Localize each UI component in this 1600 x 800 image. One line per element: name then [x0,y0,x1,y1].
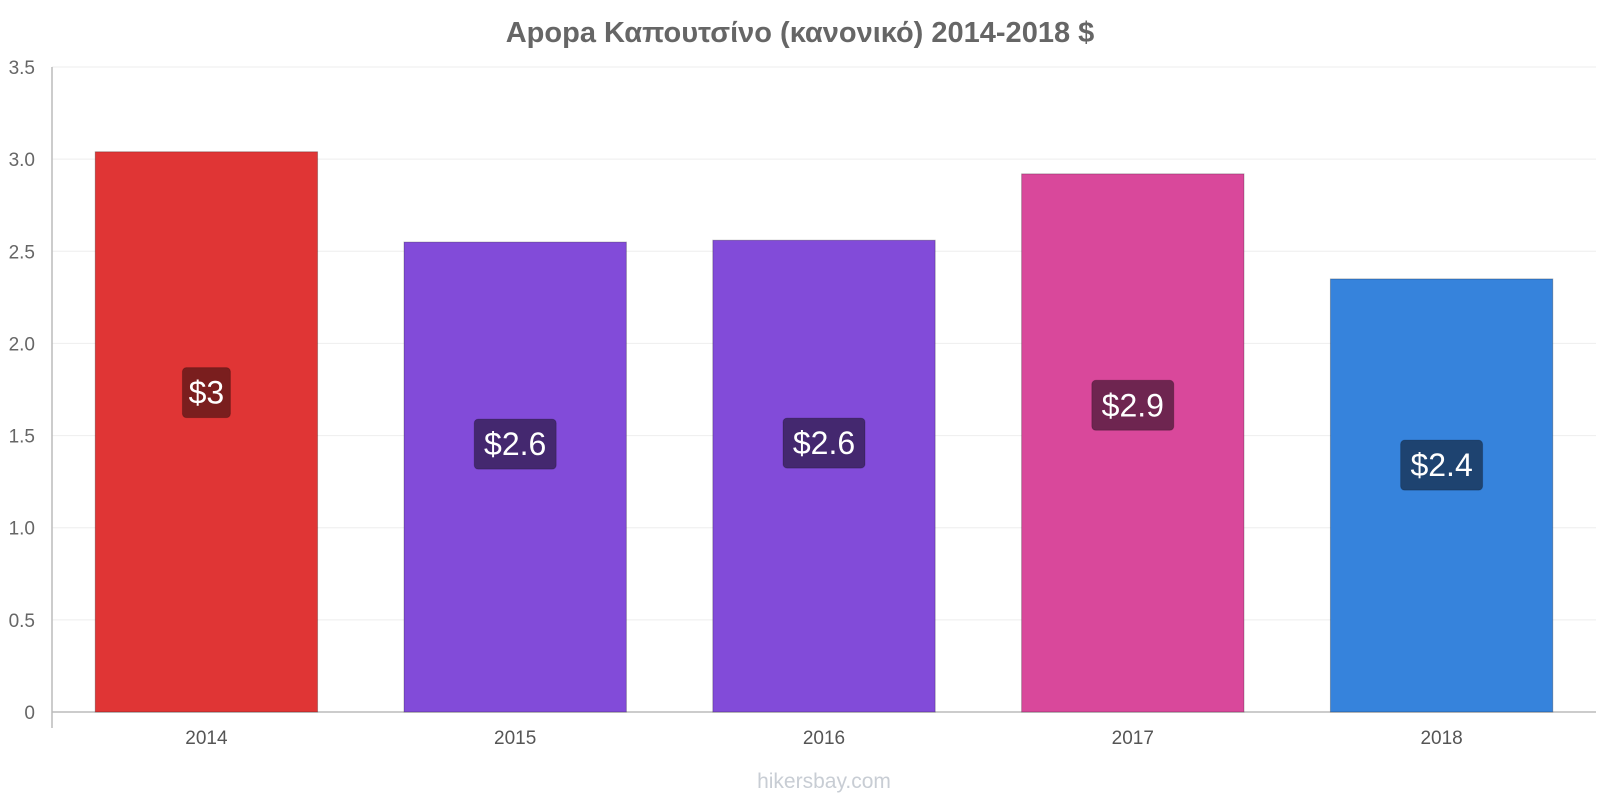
chart-title: Apopa Καπουτσίνο (κανονικό) 2014-2018 $ [506,17,1095,49]
x-tick-label: 2018 [1420,728,1462,749]
y-tick-label: 1.0 [9,519,35,540]
x-tick-label: 2015 [494,728,536,749]
bar-2014 [94,151,319,713]
y-tick-label: 0.5 [9,611,35,632]
y-tick-label: 2.0 [9,334,35,355]
bar-2016 [712,239,936,713]
y-tick-label: 2.5 [9,242,35,263]
data-label: $2.6 [484,426,546,462]
data-label-box [181,367,231,419]
data-label: $2.6 [793,425,855,461]
data-labels: $3 $2.6 $2.6 $2.9 $2.4 [181,367,1484,491]
bar-2015 [403,241,627,713]
data-label-box [473,418,557,470]
data-label-box [1091,379,1175,431]
x-tick-label: 2014 [185,728,228,749]
x-tick-label: 2017 [1112,728,1154,749]
bar-2017 [1021,173,1245,713]
watermark: hikersbay.com [757,770,891,793]
x-tick-label: 2016 [803,728,845,749]
data-label-box [782,417,866,469]
bars [94,151,1554,713]
y-tick-label: 3.5 [9,58,35,79]
bar-2018 [1329,278,1554,713]
data-label-box [1400,439,1484,491]
y-tick-label: 1.5 [9,427,35,448]
data-label: $2.4 [1410,447,1472,483]
y-tick-label: 3.0 [9,150,35,171]
y-tick-label: 0 [24,703,35,724]
data-label: $2.9 [1102,387,1164,423]
data-label: $3 [189,375,225,411]
